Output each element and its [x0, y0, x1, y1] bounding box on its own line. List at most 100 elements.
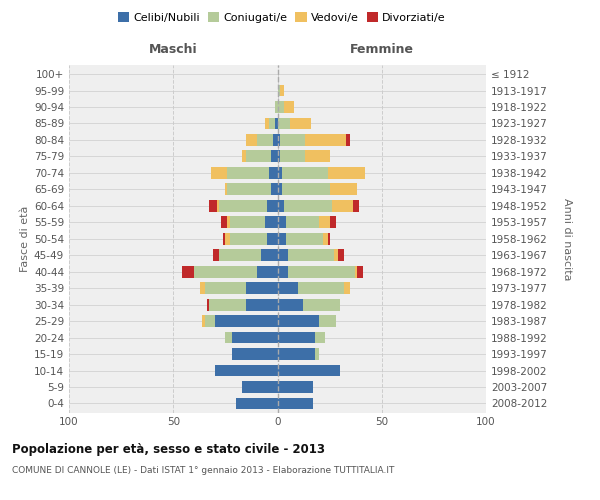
Bar: [338, 250, 344, 261]
Bar: [302, 298, 340, 310]
Bar: [277, 233, 286, 244]
Bar: [277, 216, 286, 228]
Bar: [277, 184, 281, 196]
Bar: [277, 150, 280, 162]
Bar: [315, 332, 325, 344]
Bar: [209, 200, 217, 211]
Bar: [328, 233, 329, 244]
Bar: [194, 266, 257, 278]
Bar: [230, 216, 265, 228]
Bar: [226, 233, 230, 244]
Bar: [298, 282, 344, 294]
Bar: [305, 134, 346, 146]
Bar: [305, 150, 329, 162]
Bar: [290, 118, 311, 130]
Bar: [257, 266, 277, 278]
Bar: [281, 184, 329, 196]
Bar: [277, 167, 281, 179]
Bar: [277, 118, 290, 130]
Bar: [280, 84, 284, 96]
Bar: [355, 266, 357, 278]
Bar: [323, 233, 328, 244]
Bar: [205, 282, 246, 294]
Bar: [319, 315, 336, 327]
Bar: [200, 282, 205, 294]
Bar: [319, 216, 329, 228]
Bar: [353, 200, 359, 211]
Bar: [288, 250, 334, 261]
Bar: [277, 381, 313, 393]
Bar: [242, 381, 277, 393]
Bar: [277, 266, 288, 278]
Bar: [277, 282, 298, 294]
Bar: [213, 250, 219, 261]
Bar: [277, 250, 288, 261]
Bar: [277, 332, 315, 344]
Bar: [209, 298, 246, 310]
Bar: [277, 200, 284, 211]
Legend: Celibi/Nubili, Coniugati/e, Vedovi/e, Divorziati/e: Celibi/Nubili, Coniugati/e, Vedovi/e, Di…: [114, 8, 450, 28]
Text: Femmine: Femmine: [350, 43, 414, 56]
Bar: [286, 216, 319, 228]
Bar: [271, 184, 277, 196]
Bar: [215, 315, 277, 327]
Bar: [232, 332, 277, 344]
Bar: [286, 233, 323, 244]
Bar: [329, 184, 357, 196]
Bar: [265, 216, 277, 228]
Bar: [227, 184, 271, 196]
Bar: [246, 150, 271, 162]
Bar: [202, 315, 205, 327]
Bar: [211, 167, 227, 179]
Text: Popolazione per età, sesso e stato civile - 2013: Popolazione per età, sesso e stato civil…: [12, 442, 325, 456]
Bar: [246, 298, 277, 310]
Bar: [271, 150, 277, 162]
Bar: [226, 184, 227, 196]
Bar: [223, 233, 226, 244]
Bar: [217, 200, 219, 211]
Bar: [227, 216, 230, 228]
Bar: [246, 134, 257, 146]
Y-axis label: Anni di nascita: Anni di nascita: [562, 198, 571, 280]
Bar: [182, 266, 194, 278]
Bar: [315, 348, 319, 360]
Bar: [215, 364, 277, 376]
Bar: [284, 200, 332, 211]
Bar: [280, 134, 305, 146]
Bar: [236, 398, 277, 409]
Bar: [288, 266, 355, 278]
Bar: [280, 150, 305, 162]
Bar: [277, 298, 302, 310]
Y-axis label: Fasce di età: Fasce di età: [20, 206, 30, 272]
Bar: [206, 298, 209, 310]
Bar: [257, 134, 274, 146]
Bar: [227, 167, 269, 179]
Bar: [329, 216, 336, 228]
Bar: [232, 348, 277, 360]
Bar: [226, 332, 232, 344]
Bar: [277, 101, 284, 113]
Bar: [265, 118, 269, 130]
Bar: [346, 134, 350, 146]
Bar: [267, 200, 277, 211]
Bar: [357, 266, 363, 278]
Bar: [267, 233, 277, 244]
Bar: [277, 364, 340, 376]
Bar: [334, 250, 338, 261]
Bar: [284, 101, 294, 113]
Bar: [277, 134, 280, 146]
Bar: [277, 398, 313, 409]
Bar: [275, 118, 277, 130]
Bar: [277, 348, 315, 360]
Bar: [269, 167, 277, 179]
Bar: [274, 134, 277, 146]
Bar: [221, 216, 227, 228]
Bar: [219, 250, 261, 261]
Bar: [230, 233, 267, 244]
Bar: [242, 150, 246, 162]
Bar: [205, 315, 215, 327]
Bar: [261, 250, 277, 261]
Text: Maschi: Maschi: [149, 43, 197, 56]
Bar: [332, 200, 353, 211]
Text: COMUNE DI CANNOLE (LE) - Dati ISTAT 1° gennaio 2013 - Elaborazione TUTTITALIA.IT: COMUNE DI CANNOLE (LE) - Dati ISTAT 1° g…: [12, 466, 394, 475]
